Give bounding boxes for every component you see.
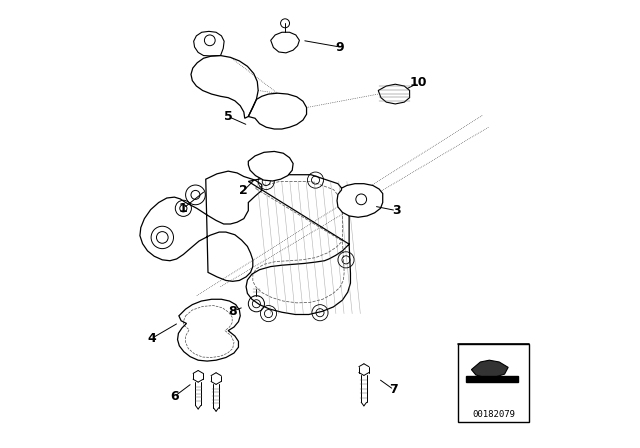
Text: 4: 4	[148, 332, 156, 345]
Text: 2: 2	[239, 184, 248, 197]
Polygon shape	[472, 360, 508, 377]
Text: 3: 3	[392, 204, 401, 217]
Text: 1: 1	[179, 202, 188, 215]
Text: 5: 5	[224, 110, 232, 123]
Text: 6: 6	[170, 390, 179, 403]
Text: 9: 9	[336, 40, 344, 54]
Polygon shape	[248, 151, 293, 181]
Text: 00182079: 00182079	[472, 410, 515, 419]
Bar	[466, 376, 518, 382]
Polygon shape	[337, 184, 383, 217]
Text: 8: 8	[228, 305, 237, 318]
Text: 7: 7	[390, 383, 398, 396]
Text: 10: 10	[410, 76, 428, 90]
